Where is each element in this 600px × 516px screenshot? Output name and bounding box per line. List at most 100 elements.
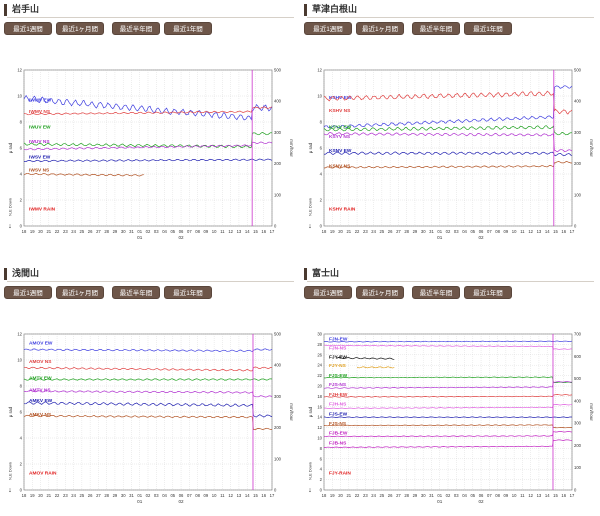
x-tick-label: 14 <box>245 229 250 234</box>
x-tick-label: 09 <box>204 229 209 234</box>
recent-1-week-button[interactable]: 最近1週間 <box>4 22 52 35</box>
series-line <box>323 340 573 343</box>
recent-1-month-button[interactable]: 最近1ヶ月間 <box>56 22 104 35</box>
series-label: AMKV NS <box>29 412 52 418</box>
x-tick-label: 27 <box>96 493 101 498</box>
y-tick-label: 6 <box>20 410 23 415</box>
recent-1-week-button[interactable]: 最近1週間 <box>304 22 352 35</box>
x-tick-label: 21 <box>46 229 51 234</box>
x-tick-label: 13 <box>537 493 542 498</box>
recent-1-year-button[interactable]: 最近1年間 <box>464 286 512 299</box>
x-tick-label: 17 <box>570 493 575 498</box>
x-tick-label: 08 <box>195 493 200 498</box>
series-line <box>23 106 273 116</box>
x-tick-label: 30 <box>121 493 126 498</box>
y-tick-label: 0 <box>20 224 23 229</box>
recent-1-week-button[interactable]: 最近1週間 <box>4 286 52 299</box>
x-tick-label: 18 <box>322 493 327 498</box>
series-line <box>23 348 273 352</box>
month-label: 02 <box>179 499 185 504</box>
x-tick-label: 13 <box>537 229 542 234</box>
x-tick-label: 15 <box>553 229 558 234</box>
x-tick-label: 16 <box>561 493 566 498</box>
series-label: KSNV NS <box>329 164 351 170</box>
x-tick-label: 14 <box>545 493 550 498</box>
x-tick-label: 31 <box>129 229 134 234</box>
series-line <box>323 404 573 409</box>
y2-tick-label: 100 <box>574 465 582 470</box>
tilt-chart-asama: 18 19 20 21 22 23 24 25 26 27 28 29 30 31 01 02 03 04 05 06… <box>8 332 295 505</box>
series-label: KSHV EW <box>329 95 352 101</box>
y2-tick-label: 300 <box>574 421 582 426</box>
x-tick-label: 29 <box>413 229 418 234</box>
down-label: N,E Down <box>308 462 313 480</box>
y2-tick-label: 200 <box>574 161 582 166</box>
x-tick-label: 09 <box>204 493 209 498</box>
tilt-chart-iwate: 18 19 20 21 22 23 24 25 26 27 28 29 30 31 01 02 03 04 05 06… <box>8 68 295 241</box>
series-label: KSNV EW <box>329 148 352 154</box>
recent-1-year-button[interactable]: 最近1年間 <box>464 22 512 35</box>
x-tick-label: 03 <box>454 229 459 234</box>
y2-tick-label: 500 <box>274 68 282 73</box>
down-label: N,E Down <box>8 198 13 216</box>
rain-series-label: AMOV RAIN <box>29 470 57 476</box>
x-tick-label: 02 <box>446 229 451 234</box>
x-tick-label: 08 <box>495 229 500 234</box>
series-line <box>323 125 573 136</box>
panel-fuji: 富士山 最近1週間 最近1ヶ月間 最近半年間 最近1年間 18 19 20 21 22 2… <box>304 268 596 516</box>
y2-tick-label: 600 <box>574 354 582 359</box>
recent-half-year-button[interactable]: 最近半年間 <box>412 286 460 299</box>
y2-tick-label: 0 <box>274 224 277 229</box>
recent-half-year-button[interactable]: 最近半年間 <box>412 22 460 35</box>
month-label: 02 <box>479 235 485 240</box>
y2-tick-label: 200 <box>574 443 582 448</box>
x-tick-label: 05 <box>170 229 175 234</box>
y2-tick-label: 300 <box>274 130 282 135</box>
down-arrow-icon: ↓ <box>8 487 12 494</box>
x-tick-label: 01 <box>437 229 442 234</box>
x-tick-label: 23 <box>363 229 368 234</box>
series-label: IWSV EW <box>29 155 51 161</box>
recent-1-year-button[interactable]: 最近1年間 <box>164 22 212 35</box>
x-tick-label: 10 <box>512 229 517 234</box>
x-tick-label: 19 <box>330 229 335 234</box>
x-tick-label: 05 <box>470 493 475 498</box>
series-line <box>23 390 273 398</box>
y-tick-label: 2 <box>320 198 323 203</box>
y-tick-label: 12 <box>17 332 22 337</box>
recent-half-year-button[interactable]: 最近半年間 <box>112 286 160 299</box>
x-tick-label: 22 <box>55 229 60 234</box>
x-tick-label: 20 <box>338 229 343 234</box>
series-line <box>323 85 573 129</box>
y-tick-label: 14 <box>317 415 322 420</box>
x-tick-label: 26 <box>388 493 393 498</box>
y2-tick-label: 700 <box>574 332 582 337</box>
recent-1-week-button[interactable]: 最近1週間 <box>304 286 352 299</box>
x-tick-label: 31 <box>429 229 434 234</box>
x-tick-label: 25 <box>380 229 385 234</box>
month-label: 01 <box>137 235 143 240</box>
y-tick-label: 8 <box>320 446 323 451</box>
recent-1-year-button[interactable]: 最近1年間 <box>164 286 212 299</box>
series-line <box>323 90 573 115</box>
y2-tick-label: 300 <box>574 130 582 135</box>
recent-half-year-button[interactable]: 最近半年間 <box>112 22 160 35</box>
x-tick-label: 27 <box>396 229 401 234</box>
series-label: FJY-EW <box>329 354 347 360</box>
series-label: FJS-EW <box>329 412 348 418</box>
recent-1-month-button[interactable]: 最近1ヶ月間 <box>356 22 404 35</box>
y-axis-label: μ rad <box>308 142 313 153</box>
x-tick-label: 18 <box>22 229 27 234</box>
y-tick-label: 2 <box>20 462 23 467</box>
series-line <box>323 151 572 156</box>
tilt-chart-fuji: 18 19 20 21 22 23 24 25 26 27 28 29 30 31 01 02 03 04 05 06… <box>308 332 595 505</box>
y-tick-label: 4 <box>20 172 23 177</box>
x-tick-label: 13 <box>237 493 242 498</box>
x-tick-label: 22 <box>55 493 60 498</box>
recent-1-month-button[interactable]: 最近1ヶ月間 <box>56 286 104 299</box>
y2-tick-label: 200 <box>274 425 282 430</box>
x-tick-label: 09 <box>504 493 509 498</box>
x-tick-label: 22 <box>355 229 360 234</box>
recent-1-month-button[interactable]: 最近1ヶ月間 <box>356 286 404 299</box>
y2-axis-label: mm/hour <box>589 139 594 157</box>
